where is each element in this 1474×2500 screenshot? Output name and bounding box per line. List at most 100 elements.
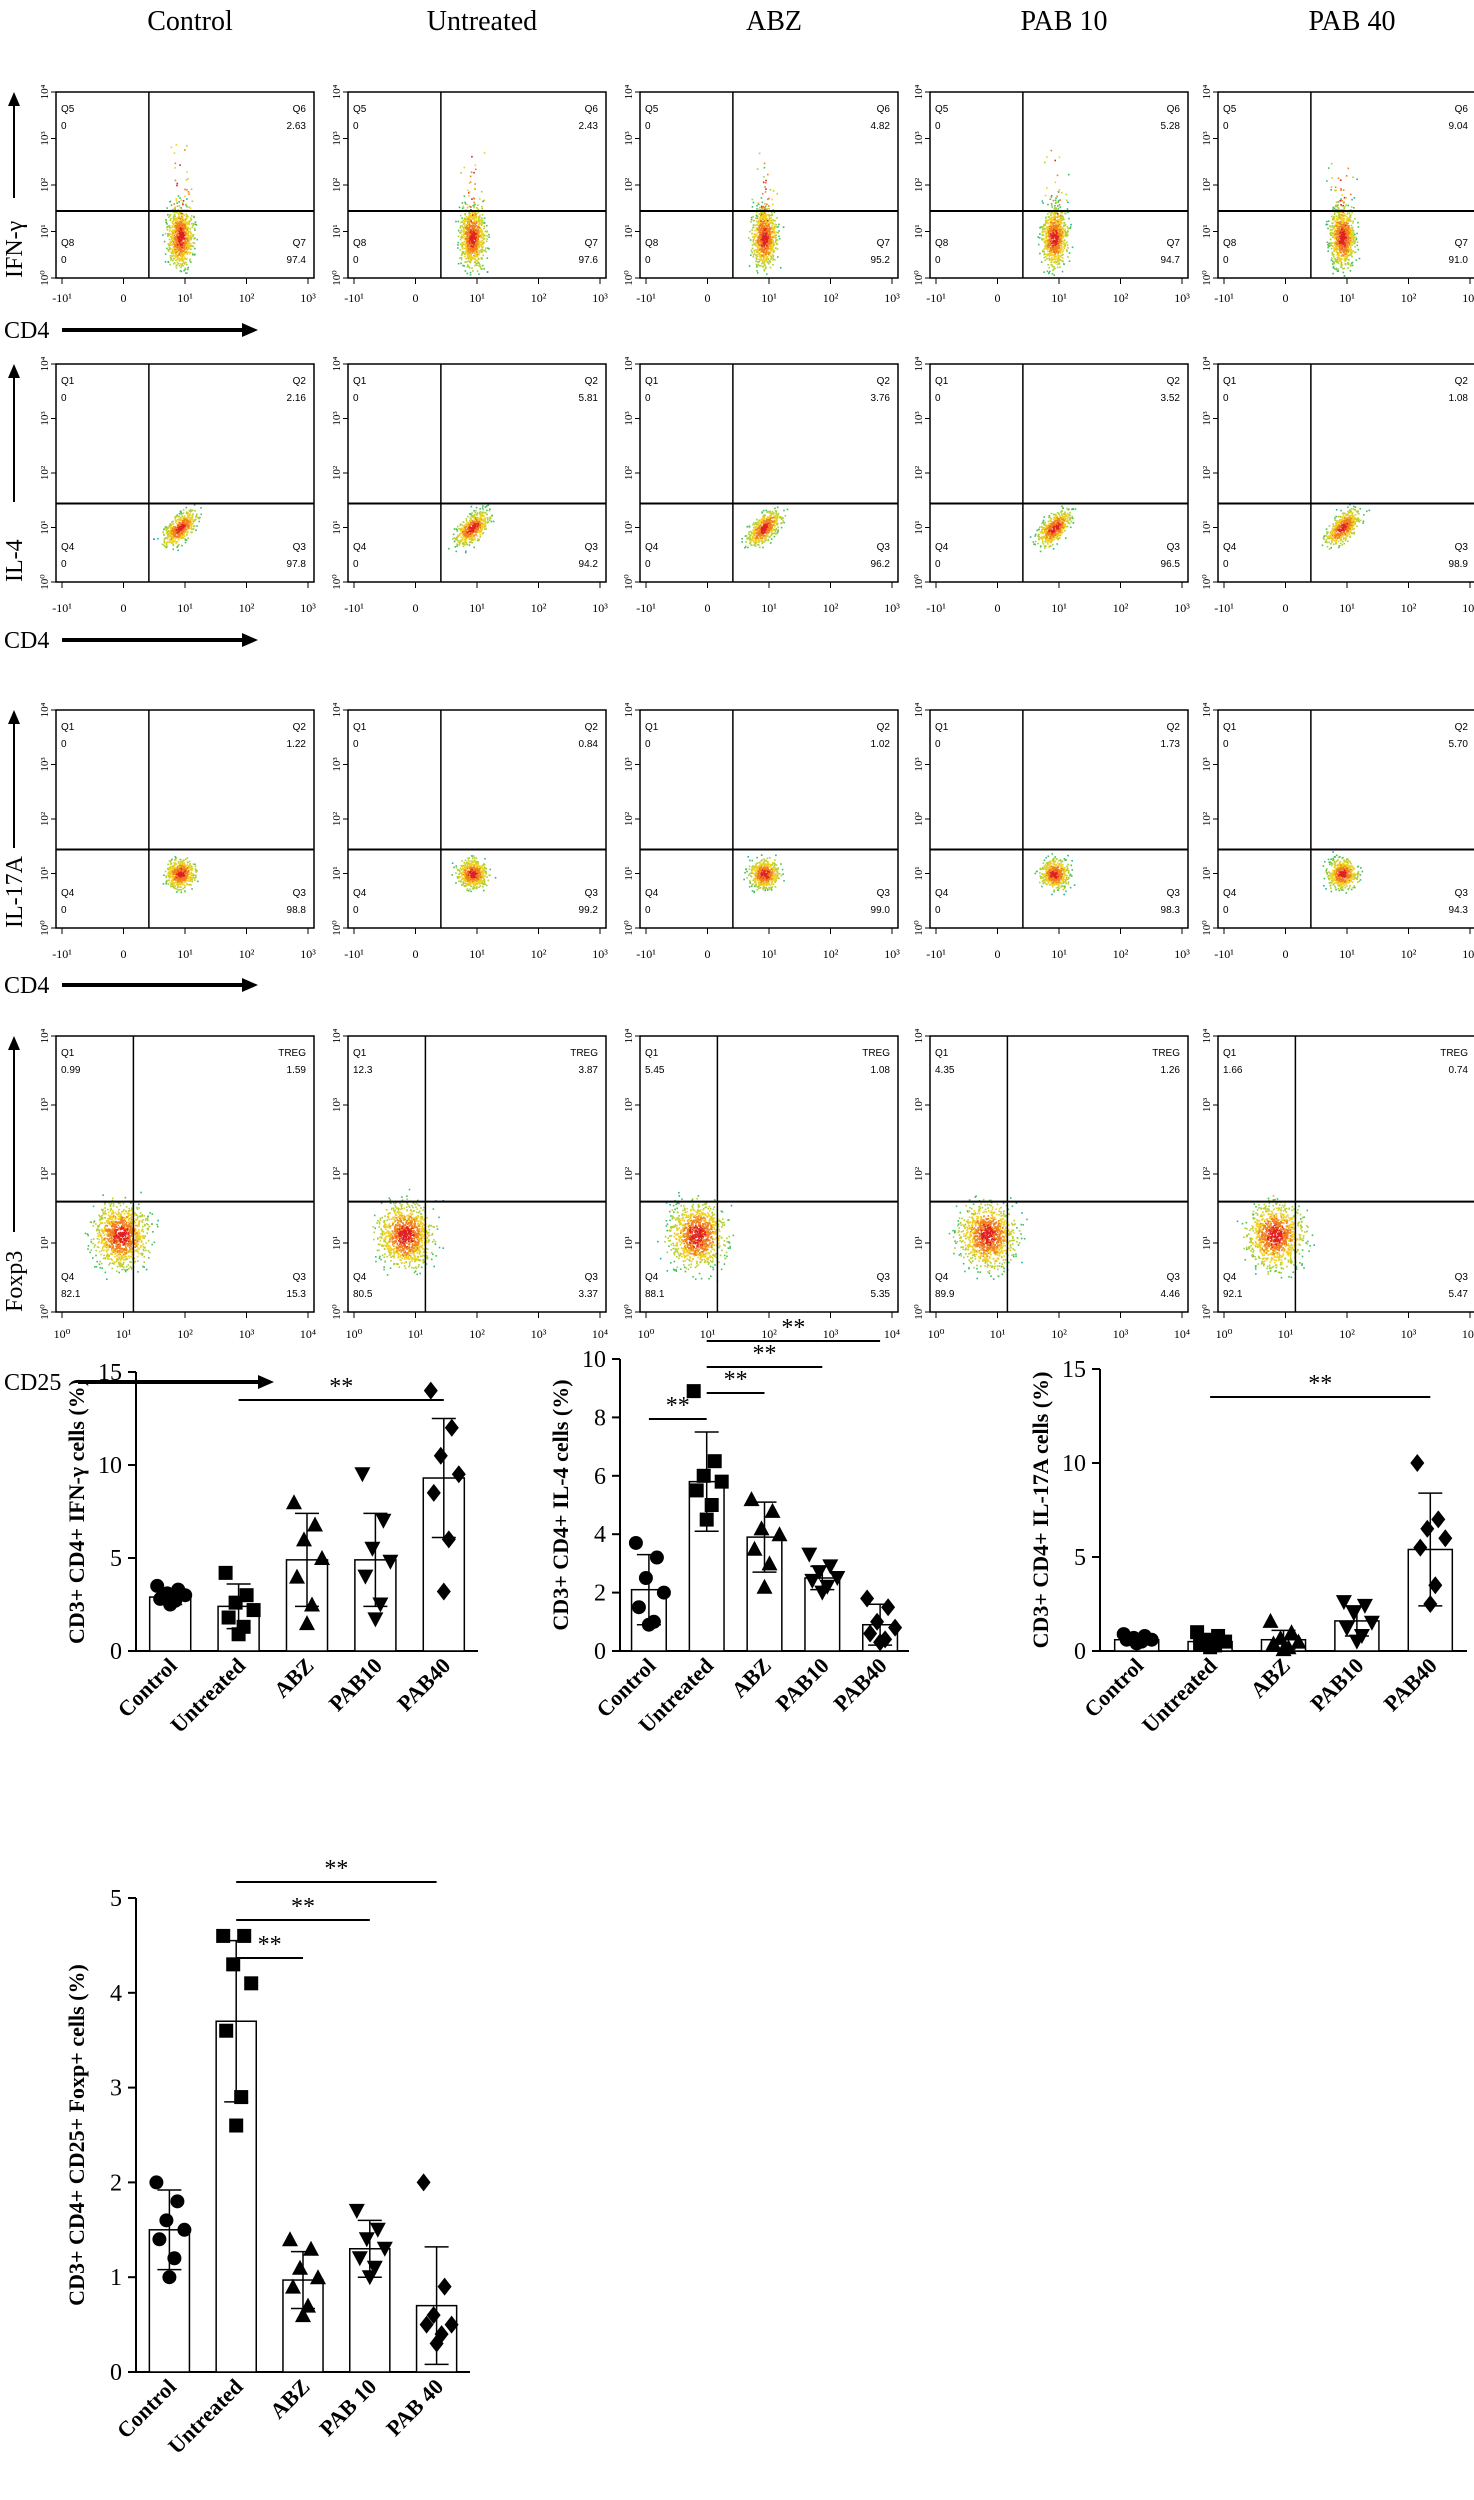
x-tick-label: 0 [705, 947, 711, 961]
scatter-cloud [1322, 851, 1364, 894]
flow-row: IFN-γ CD4 Q5 0 Q6 2.63 Q8 0 Q7 97.4 -10¹ 0 10¹ 10² 10³… [2, 84, 1474, 344]
data-point [878, 1630, 893, 1649]
quadrant-name: Q1 [1223, 376, 1237, 387]
y-tick-label: 10⁴ [39, 702, 51, 717]
x-tick-label: -10¹ [52, 601, 72, 615]
data-point [628, 1535, 643, 1550]
data-point [860, 1589, 875, 1608]
y-tick-label: 10³ [623, 131, 635, 146]
quadrant-name: Q4 [353, 1272, 367, 1283]
x-tick-label: 10³ [592, 947, 608, 961]
y-tick-label: 10⁴ [331, 84, 343, 99]
x-tick-label: 10² [823, 601, 839, 615]
y-tick-label: 10⁴ [1201, 702, 1213, 717]
data-point [419, 2315, 434, 2334]
data-point [218, 1565, 233, 1580]
x-tick-label: 10⁴ [1462, 1327, 1474, 1341]
data-point [444, 1418, 459, 1437]
flow-plot: Q5 0 Q6 9.04 Q8 0 Q7 91.0 -10¹ 0 10¹ 10² 10³ 10⁰ 10¹ 10… [1201, 84, 1474, 305]
quadrant-name: Q5 [353, 104, 367, 115]
quadrant-name: Q3 [1455, 542, 1469, 553]
flow-plot: Q1 0 Q2 1.08 Q4 0 Q3 98.9 -10¹ 0 10¹ 10² 10³ 10⁰ 10¹ 10… [1201, 356, 1474, 615]
column-header: Control [147, 6, 233, 37]
column-headers: Control Untreated ABZ PAB 10 PAB 40 [147, 6, 1395, 37]
quadrant-name: Q1 [353, 1048, 367, 1059]
x-tick-label: 10⁰ [54, 1327, 71, 1341]
x-tick-label: 10¹ [177, 601, 193, 615]
quadrant-percent: 89.9 [935, 1289, 955, 1300]
data-point [1410, 1454, 1425, 1472]
data-point [649, 1550, 664, 1565]
y-tick-label: 10⁴ [331, 702, 343, 717]
data-point [357, 1569, 374, 1585]
category-label: Control [1079, 1653, 1148, 1722]
data-point [433, 1446, 448, 1465]
scatter-cloud [162, 144, 199, 274]
x-tick-label: 0 [121, 947, 127, 961]
quadrant-name: Q8 [1223, 238, 1237, 249]
y-tick-label: 10³ [1201, 1097, 1213, 1112]
x-tick-label: -10¹ [636, 291, 656, 305]
y-tick-label: 10² [331, 465, 343, 480]
y-tick-label: 10⁴ [913, 356, 925, 371]
quadrant-percent: 0 [645, 739, 651, 750]
y-axis-label: CD3+ CD4+ IL-17A cells (%) [1028, 1372, 1053, 1649]
y-tick-label: 6 [594, 1464, 606, 1490]
data-point [149, 2175, 164, 2190]
x-tick-label: -10¹ [926, 947, 946, 961]
y-tick-label: 10³ [39, 757, 51, 772]
y-tick-label: 10² [1201, 177, 1213, 192]
quadrant-percent: 0 [935, 739, 941, 750]
quadrant-percent: 98.3 [1161, 905, 1181, 916]
quadrant-percent: 1.02 [871, 739, 891, 750]
flow-plot: Q1 0 Q2 1.73 Q4 0 Q3 98.3 -10¹ 0 10¹ 10² 10³ 10⁰ 10¹ 10… [913, 702, 1190, 961]
flow-row: IL-4 CD4 Q1 0 Q2 2.16 Q4 0 Q3 97.8 -10¹ 0 10¹ 10² 10³ 1… [2, 356, 1474, 654]
x-tick-label: 10¹ [469, 291, 485, 305]
data-point [434, 2325, 449, 2344]
data-point [351, 2251, 368, 2267]
quadrant-name: Q4 [61, 542, 75, 553]
data-point [631, 1600, 646, 1615]
data-point [704, 1498, 719, 1512]
x-tick-label: 10² [531, 947, 547, 961]
x-tick-label: 10³ [300, 601, 316, 615]
arrow-head-icon [8, 1036, 20, 1050]
data-point [314, 1550, 330, 1565]
arrow-head-icon [8, 364, 20, 378]
y-tick-label: 10² [1201, 811, 1213, 826]
x-tick-label: 10⁰ [346, 1327, 363, 1341]
data-point [167, 2251, 182, 2266]
x-tick-label: 10³ [884, 291, 900, 305]
quadrant-percent: 0 [645, 255, 651, 266]
data-point [1420, 1519, 1435, 1538]
y-tick-label: 10⁰ [39, 920, 51, 936]
quadrant-name: Q6 [1167, 104, 1181, 115]
plot-frame [55, 1035, 315, 1313]
data-point [1335, 1595, 1352, 1611]
y-tick-label: 10⁴ [623, 702, 635, 717]
data-point [228, 1595, 243, 1610]
quadrant-percent: 2.16 [287, 393, 307, 404]
y-tick-label: 15 [98, 1360, 122, 1386]
y-tick-label: 2 [594, 1581, 606, 1607]
y-tick-label: 10³ [1201, 757, 1213, 772]
y-tick-label: 10⁴ [1201, 1028, 1213, 1043]
x-tick-label: 10² [1113, 291, 1129, 305]
y-tick-label: 0 [110, 2360, 122, 2386]
quadrant-percent: 0 [61, 255, 67, 266]
quadrant-name: TREG [278, 1048, 306, 1059]
quadrant-name: Q5 [1223, 104, 1237, 115]
quadrant-percent: 94.7 [1161, 255, 1181, 266]
y-tick-label: 10⁰ [331, 270, 343, 286]
quadrant-name: Q4 [1223, 1272, 1237, 1283]
quadrant-percent: 5.45 [645, 1065, 665, 1076]
bar-chart: 0 5 10 15 CD3+ CD4+ IFN-γ cells (%) ControlUn… [64, 1360, 478, 1738]
x-tick-label: 10⁴ [592, 1327, 608, 1341]
y-tick-label: 10⁴ [331, 1028, 343, 1043]
quadrant-name: Q3 [585, 542, 599, 553]
quadrant-name: Q3 [877, 1272, 891, 1283]
x-tick-label: 10³ [1462, 291, 1474, 305]
data-point [1428, 1576, 1443, 1595]
